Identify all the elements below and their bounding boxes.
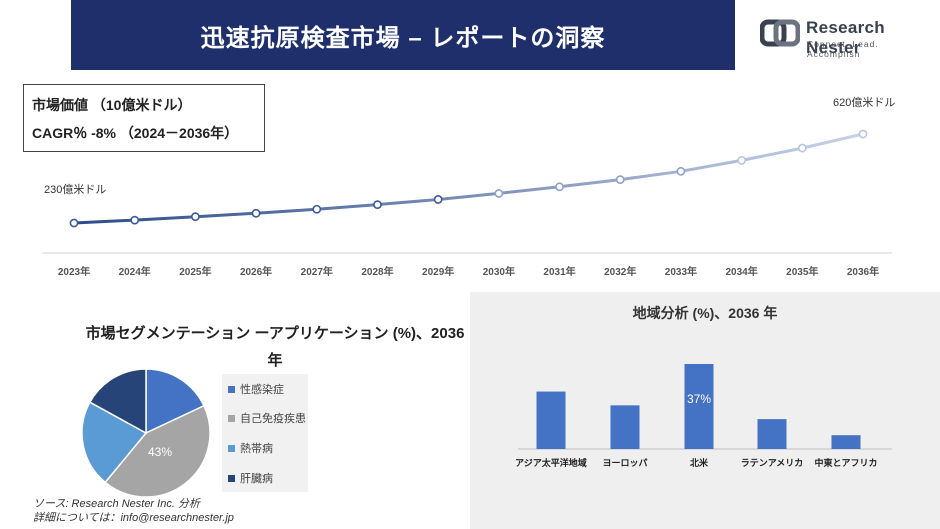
data-point: [130, 215, 140, 225]
source-note: ソース: Research Nester Inc. 分析 詳細については：inf…: [33, 497, 234, 525]
x-tick-label: 2025年: [179, 265, 211, 278]
x-tick-label: 2034年: [725, 265, 757, 278]
pie-legend: 性感染症 自己免疫疾患 熱帯病 肝臓病: [222, 374, 308, 492]
legend-swatch: [228, 474, 235, 482]
x-tick-label: 2032年: [604, 265, 636, 278]
data-point: [797, 143, 807, 153]
market-line-chart: 2023年 2024年 2025年 2026年 2027年 2028年 2029年 2030年…: [42, 96, 895, 278]
legend-swatch: [228, 385, 235, 393]
segmentation-title-text: 市場セグメンテーション ーアプリケーション (%)、2036年: [85, 325, 465, 369]
pie-slice: [145, 368, 205, 435]
segmentation-pie-chart: 43%: [81, 368, 211, 498]
legend-label: 性感染症: [240, 384, 284, 396]
legend-item: 熱帯病: [228, 440, 273, 456]
bar: [536, 391, 566, 449]
bar: [610, 405, 640, 449]
region-chart-title: 地域分析 (%)、2036 年: [632, 305, 778, 321]
bar: [831, 435, 861, 449]
logo: Research Nester Connect. Lead. Accomplis…: [760, 14, 930, 59]
x-tick-label: 2029年: [422, 265, 454, 278]
data-point: [615, 175, 625, 185]
start-value-label: 230億米ドル: [44, 183, 106, 196]
legend-swatch: [228, 444, 235, 452]
data-point: [555, 182, 564, 192]
data-point: [251, 208, 261, 218]
page-title: 迅速抗原検査市場 – レポートの洞察: [200, 24, 606, 52]
pie-slice: [88, 368, 147, 435]
data-point: [737, 156, 747, 165]
data-point: [494, 189, 504, 198]
x-tick-label: 2031年: [543, 265, 575, 278]
bar-data-label: 37%: [687, 392, 711, 406]
bar-category-label: ラテンアメリカ: [741, 458, 804, 468]
legend-item: 自己免疫疾患: [228, 410, 306, 426]
region-bar-chart: アジア太平洋地域 ヨーロッパ 北米 ラテンアメリカ 中東とアフリカ 37%: [515, 364, 892, 468]
x-tick-label: 2026年: [240, 265, 272, 278]
pie-data-label: 43%: [148, 445, 172, 459]
x-tick-label: 2024年: [119, 265, 151, 278]
market-value-label: 市場価値 （10億米ドル）: [32, 97, 192, 113]
legend-label: 熱帯病: [240, 443, 273, 455]
data-point: [69, 218, 79, 228]
x-tick-label: 2028年: [361, 265, 393, 278]
logo-tagline: Connect. Lead. Accomplish: [807, 39, 879, 59]
data-point: [190, 212, 200, 222]
legend-item: 肝臓病: [228, 470, 273, 486]
bar-category-label: ヨーロッパ: [602, 457, 647, 468]
segmentation-title: 市場セグメンテーション ーアプリケーション (%)、2036年: [80, 320, 470, 374]
data-point: [676, 166, 686, 176]
logo-name: Research Nester: [806, 18, 885, 57]
x-tick-label: 2033年: [665, 265, 697, 278]
end-value-label: 620億米ドル: [833, 96, 895, 109]
data-point: [858, 129, 868, 139]
legend-label: 自己免疫疾患: [240, 413, 306, 425]
source-line: ソース: Research Nester Inc. 分析: [33, 498, 200, 510]
bar-category-label: 中東とアフリカ: [814, 457, 877, 468]
x-tick-label: 2030年: [483, 265, 515, 278]
bar: [757, 419, 787, 449]
summary-box: 市場価値 （10億米ドル） CAGR％ -8% （2024－2036年）: [23, 84, 265, 152]
data-point: [433, 195, 443, 204]
pie-slice: [81, 401, 148, 484]
series-line: [73, 132, 864, 225]
data-point: [312, 204, 322, 214]
bar-category-label: アジア太平洋地域: [515, 457, 587, 468]
legend-label: 肝臓病: [240, 473, 273, 485]
x-tick-label: 2036年: [847, 265, 879, 278]
x-tick-label: 2023年: [58, 265, 90, 278]
cagr-label: CAGR％ -8% （2024－2036年）: [32, 125, 239, 141]
x-tick-label: 2027年: [301, 265, 333, 278]
data-point: [373, 200, 382, 210]
contact-line: 詳細については：info@researchnester.jp: [33, 512, 234, 524]
legend-swatch: [228, 414, 235, 422]
legend-item: 性感染症: [228, 381, 284, 397]
x-tick-label: 2035年: [786, 265, 818, 278]
logo-icon: [760, 19, 800, 47]
title-bar: 迅速抗原検査市場 – レポートの洞察: [71, 0, 735, 70]
bar-category-label: 北米: [690, 457, 709, 468]
bar: [684, 364, 714, 449]
pie-slice: [104, 404, 211, 498]
